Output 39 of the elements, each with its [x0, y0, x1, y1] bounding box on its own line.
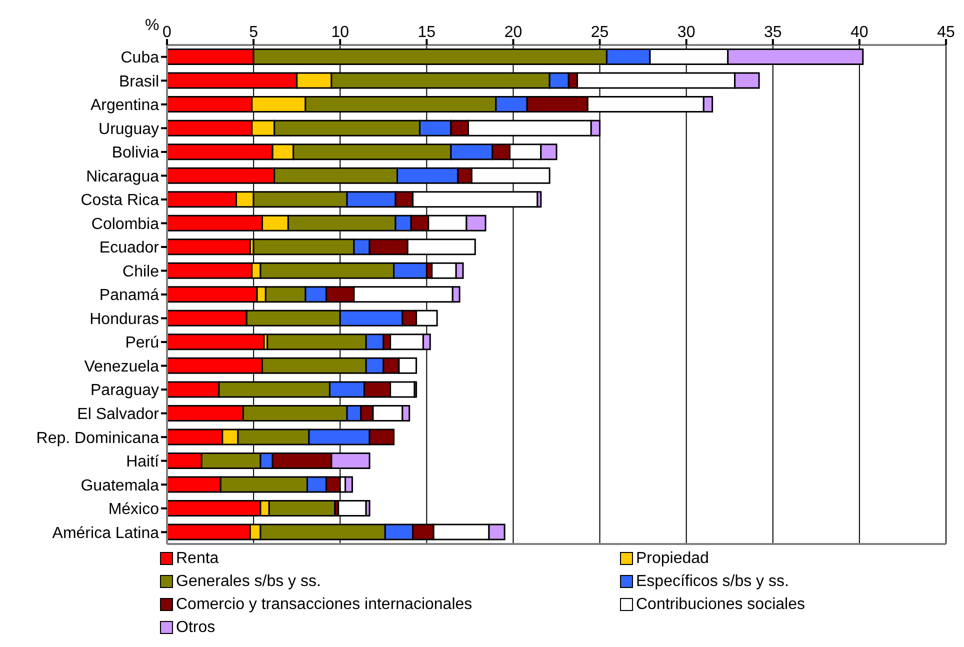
y-tick-label: Ecuador	[99, 240, 160, 257]
y-tick-label: Haití	[126, 454, 160, 471]
y-tick-label: Honduras	[90, 310, 159, 328]
legend-label: Renta	[176, 550, 219, 568]
x-tick-label: 0	[162, 24, 172, 41]
y-tick-label: Paraguay	[90, 382, 159, 400]
x-tick-label: 30	[677, 24, 696, 41]
legend-label: Generales s/bs y ss.	[176, 572, 321, 590]
legend-label: Propiedad	[636, 550, 709, 568]
y-tick-label: América Latina	[52, 524, 160, 542]
y-tick-label: Guatemala	[80, 477, 160, 494]
x-tick-label: 15	[418, 24, 436, 41]
y-tick-label: El Salvador	[77, 406, 160, 423]
x-axis-title: %	[145, 17, 160, 35]
y-tick-label: Chile	[122, 263, 160, 280]
y-tick-label: Nicaragua	[86, 168, 160, 186]
y-tick-label: Costa Rica	[80, 192, 160, 210]
y-tick-label: Uruguay	[98, 120, 159, 138]
y-tick-label: Cuba	[120, 50, 160, 67]
legend-label: Comercio y transacciones internacionales	[176, 596, 472, 614]
y-tick-label: Brasil	[118, 73, 159, 90]
y-tick-label: Perú	[125, 334, 159, 352]
y-tick-label: Bolivia	[112, 144, 160, 162]
y-tick-label: Argentina	[90, 97, 160, 114]
y-tick-label: Venezuela	[84, 358, 160, 376]
y-tick-label: Panamá	[99, 287, 160, 304]
legend-label: Otros	[176, 618, 216, 636]
legend-label: Contribuciones sociales	[636, 596, 805, 614]
y-tick-label: Colombia	[91, 216, 160, 233]
legend-label: Específicos s/bs y ss.	[636, 572, 789, 590]
y-tick-label: México	[108, 501, 160, 518]
x-tick-label: 40	[850, 24, 868, 41]
x-tick-label: 20	[504, 24, 522, 41]
x-tick-label: 10	[331, 24, 350, 41]
y-tick-label: Rep. Dominicana	[36, 430, 160, 447]
x-tick-label: 45	[937, 24, 955, 41]
x-tick-label: 5	[249, 24, 258, 41]
x-tick-label: 25	[590, 24, 609, 41]
x-tick-label: 35	[764, 24, 782, 41]
